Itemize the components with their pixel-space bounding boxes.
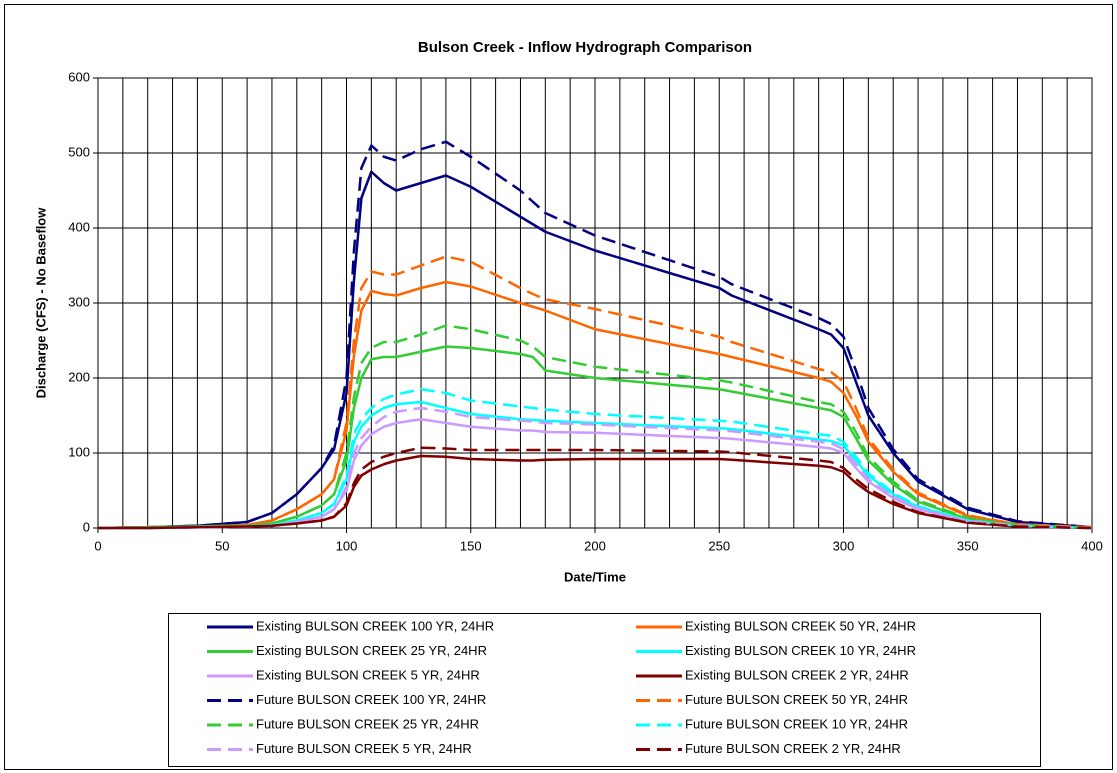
legend-label: Future BULSON CREEK 50 YR, 24HR <box>685 692 908 707</box>
series-line <box>98 388 1093 530</box>
series-line <box>97 140 1093 530</box>
series-line <box>98 418 1093 530</box>
x-axis-label: Date/Time <box>564 569 626 584</box>
x-tick-label: 350 <box>957 538 979 553</box>
legend-label: Existing BULSON CREEK 2 YR, 24HR <box>685 667 909 682</box>
y-tick-label: 600 <box>68 69 90 84</box>
x-tick-label: 300 <box>833 538 855 553</box>
legend-label: Future BULSON CREEK 100 YR, 24HR <box>256 692 486 707</box>
y-axis-label: Discharge (CFS) - No Baseflow <box>33 207 48 399</box>
legend-label: Existing BULSON CREEK 10 YR, 24HR <box>685 643 916 658</box>
y-tick-label: 500 <box>68 144 90 159</box>
legend-label: Existing BULSON CREEK 50 YR, 24HR <box>685 618 916 633</box>
x-tick-label: 200 <box>584 538 606 553</box>
legend-label: Existing BULSON CREEK 5 YR, 24HR <box>256 667 480 682</box>
series-line <box>97 324 1093 530</box>
legend-label: Future BULSON CREEK 10 YR, 24HR <box>685 716 908 731</box>
legend-label: Future BULSON CREEK 2 YR, 24HR <box>685 741 901 756</box>
x-tick-label: 0 <box>94 538 101 553</box>
x-tick-label: 50 <box>215 538 229 553</box>
x-tick-label: 400 <box>1081 538 1103 553</box>
series-line <box>97 345 1093 530</box>
legend-label: Future BULSON CREEK 25 YR, 24HR <box>256 716 479 731</box>
chart-title: Bulson Creek - Inflow Hydrograph Compari… <box>418 39 752 56</box>
plot-area <box>97 77 1093 529</box>
series-line <box>98 454 1093 530</box>
series-line <box>98 400 1093 530</box>
legend-label: Existing BULSON CREEK 100 YR, 24HR <box>256 618 494 633</box>
series-line <box>98 406 1093 530</box>
y-tick-label: 100 <box>68 444 90 459</box>
legend-box <box>168 613 1041 767</box>
x-tick-label: 150 <box>460 538 482 553</box>
y-tick-label: 0 <box>83 519 90 534</box>
series-line <box>98 446 1093 530</box>
legend-label: Existing BULSON CREEK 25 YR, 24HR <box>256 643 487 658</box>
x-tick-label: 250 <box>708 538 730 553</box>
series-line <box>97 255 1093 530</box>
y-tick-label: 200 <box>68 369 90 384</box>
legend-label: Future BULSON CREEK 5 YR, 24HR <box>256 741 472 756</box>
y-tick-label: 300 <box>68 294 90 309</box>
y-tick-label: 400 <box>68 219 90 234</box>
x-tick-label: 100 <box>336 538 358 553</box>
